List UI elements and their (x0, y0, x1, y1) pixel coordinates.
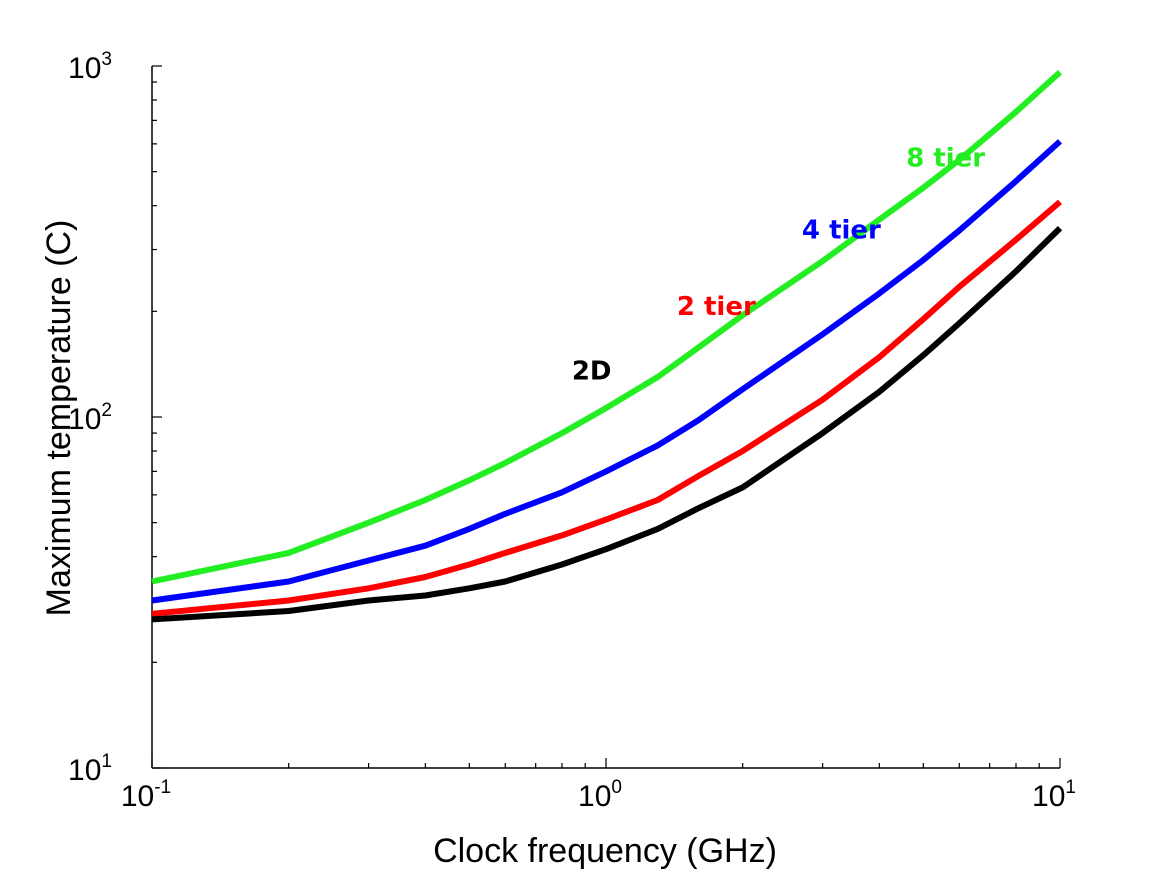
series-line-2d (151, 226, 1063, 623)
series-label-8-tier: 8 tier (906, 144, 985, 174)
x-tick-label: 10-1 (121, 777, 171, 813)
y-tick-label: 103 (68, 49, 112, 85)
series-label-2d: 2D (572, 356, 612, 386)
series-line-8-tier (151, 69, 1063, 585)
series-line-2-tier (151, 199, 1062, 617)
y-tick-label: 101 (68, 751, 112, 787)
series-label-4-tier: 4 tier (802, 215, 881, 245)
series-labels: 2D 2 tier 4 tier 8 tier (572, 144, 985, 387)
y-axis-title: Maximum temperature (C) (40, 220, 78, 617)
x-axis-title: Clock frequency (GHz) (433, 832, 777, 870)
series-line-4-tier (151, 139, 1063, 604)
y-tick-label: 102 (68, 400, 112, 436)
series-label-2-tier: 2 tier (677, 292, 756, 322)
x-tick-label: 100 (578, 777, 622, 813)
series-lines (151, 69, 1063, 623)
x-tick-label: 101 (1032, 777, 1076, 813)
axes: 10-1 100 101 101 102 103 (68, 49, 1076, 813)
